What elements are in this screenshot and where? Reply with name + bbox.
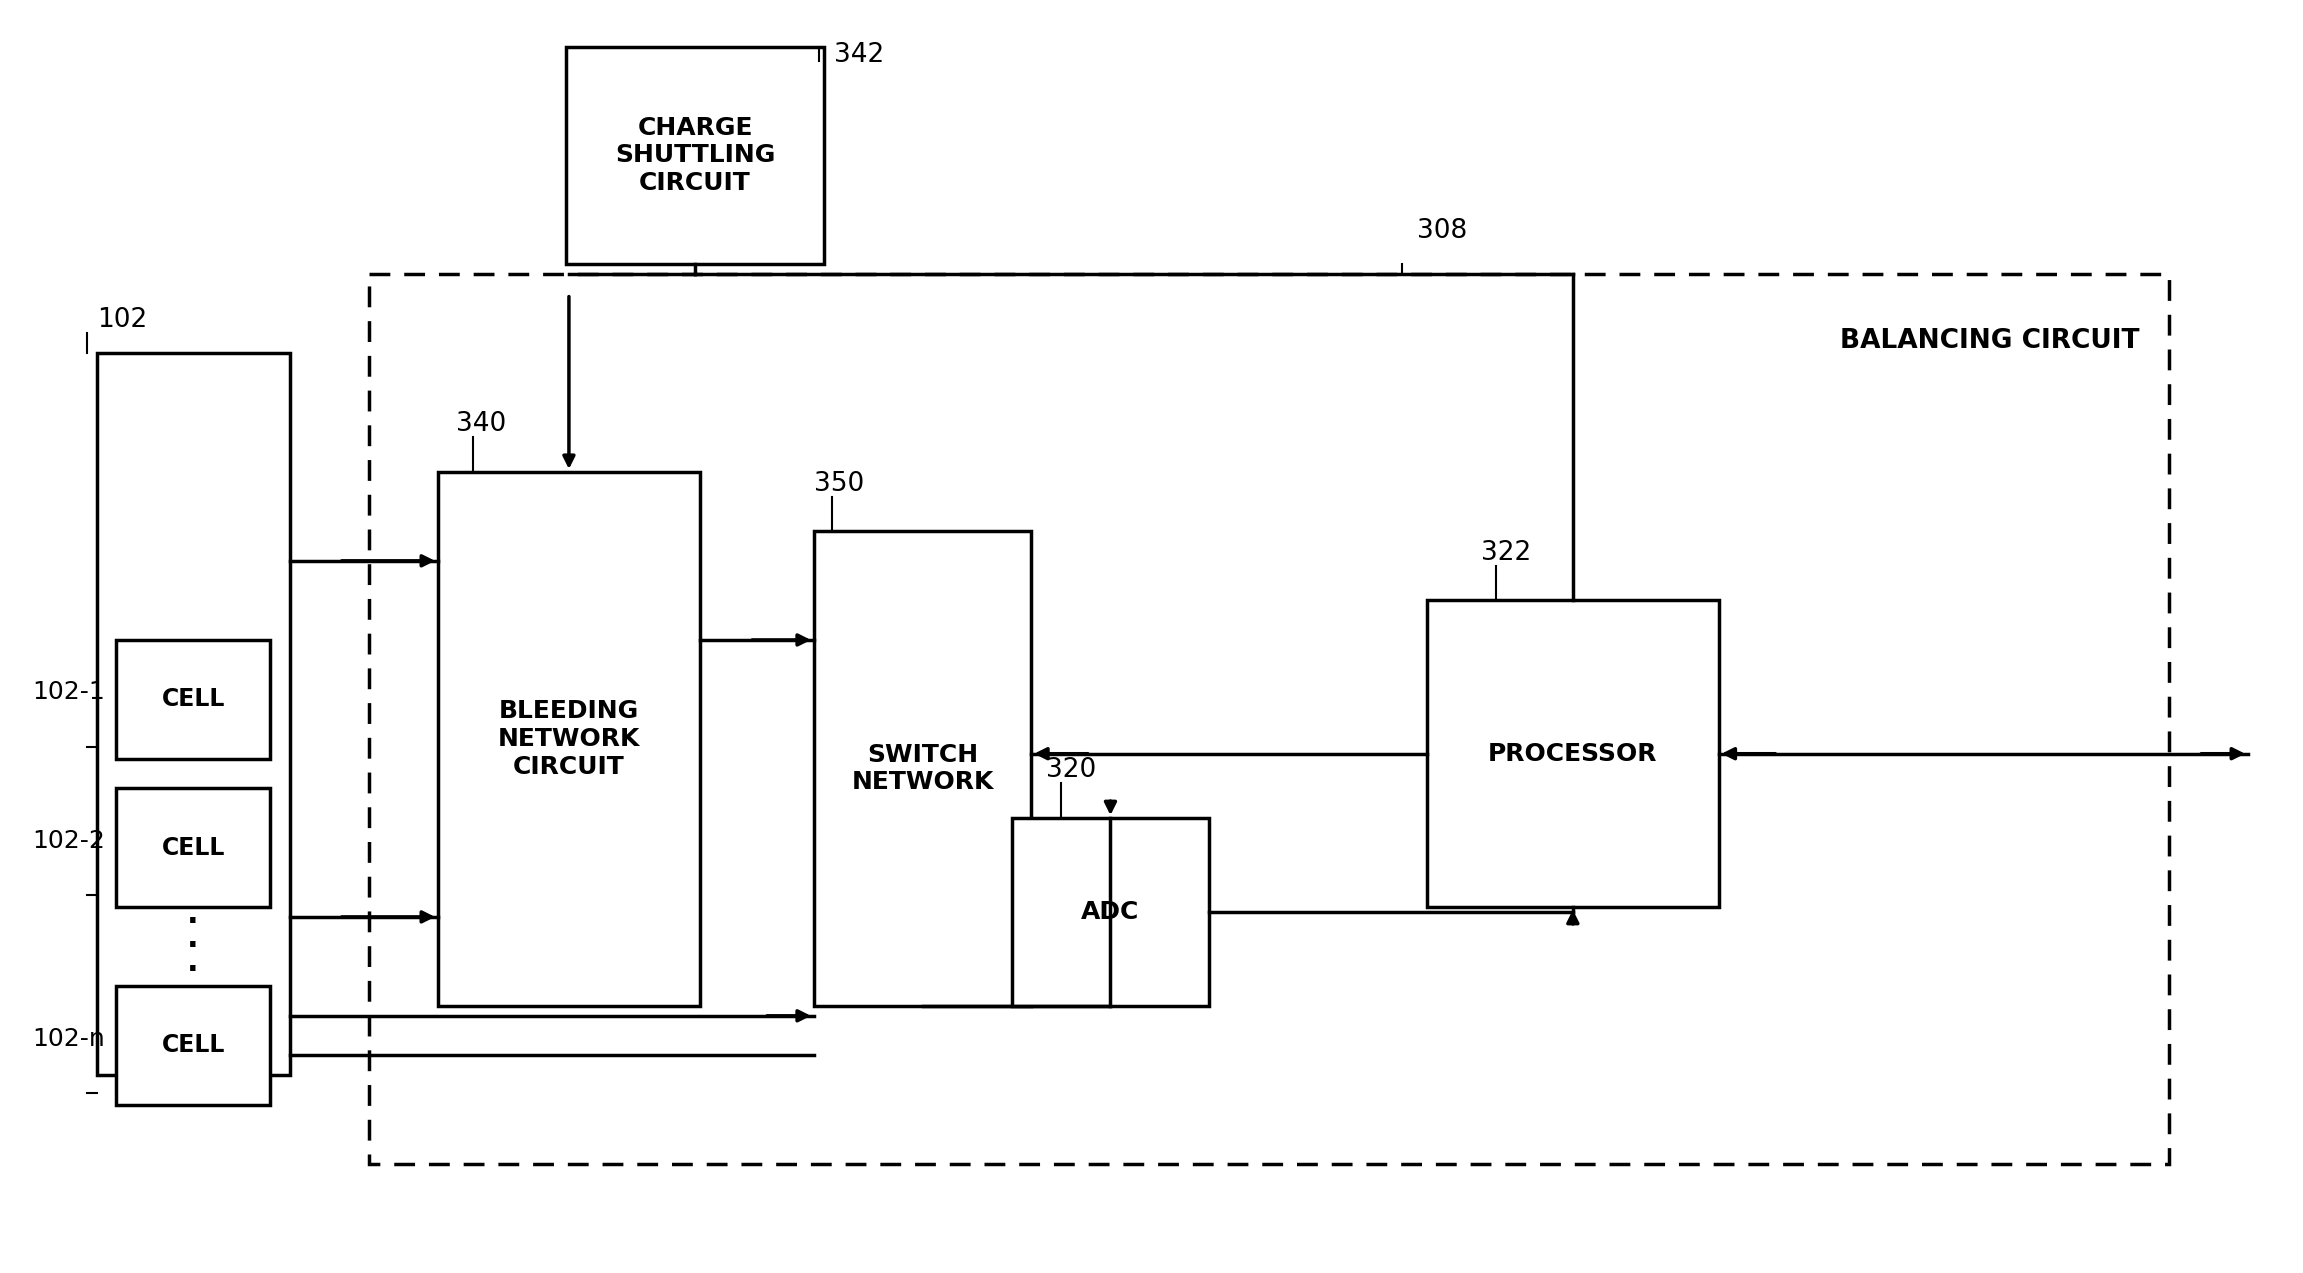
- Text: 342: 342: [834, 42, 884, 67]
- Text: BLEEDING
NETWORK
CIRCUIT: BLEEDING NETWORK CIRCUIT: [497, 699, 640, 779]
- Bar: [1011, 819, 1209, 1006]
- Bar: [117, 640, 269, 759]
- Bar: [438, 472, 700, 1006]
- Text: 102-n: 102-n: [32, 1026, 106, 1050]
- Text: 102: 102: [97, 307, 147, 334]
- Text: 102-2: 102-2: [32, 829, 106, 853]
- Text: BALANCING CIRCUIT: BALANCING CIRCUIT: [1840, 328, 2139, 354]
- Bar: [567, 47, 824, 264]
- Text: 102-1: 102-1: [32, 680, 106, 704]
- Bar: [117, 987, 269, 1105]
- Text: 320: 320: [1046, 757, 1096, 783]
- Bar: [117, 788, 269, 908]
- Bar: [813, 531, 1032, 1006]
- Text: 340: 340: [456, 411, 507, 437]
- Bar: [368, 274, 2169, 1165]
- Bar: [97, 353, 290, 1076]
- Text: ADC: ADC: [1082, 900, 1140, 924]
- Text: CELL: CELL: [161, 835, 226, 859]
- Text: SWITCH
NETWORK: SWITCH NETWORK: [852, 742, 993, 794]
- Text: CELL: CELL: [161, 687, 226, 712]
- Text: CHARGE
SHUTTLING
CIRCUIT: CHARGE SHUTTLING CIRCUIT: [615, 116, 776, 195]
- Text: 322: 322: [1481, 540, 1531, 565]
- Text: PROCESSOR: PROCESSOR: [1488, 742, 1658, 765]
- Text: ·
·
·: · · ·: [187, 908, 198, 985]
- Bar: [1428, 601, 1718, 908]
- Text: 350: 350: [813, 471, 864, 496]
- Text: CELL: CELL: [161, 1034, 226, 1058]
- Text: 308: 308: [1416, 219, 1467, 244]
